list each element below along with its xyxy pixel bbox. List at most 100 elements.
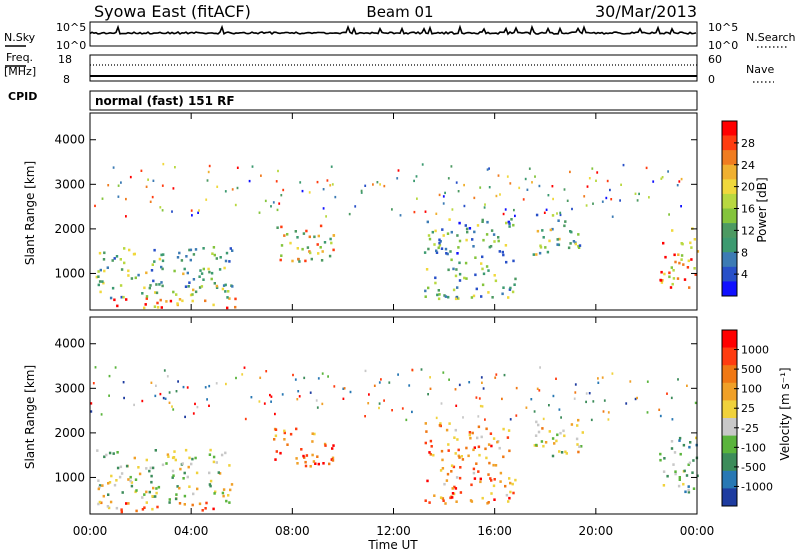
echo-cell (225, 251, 229, 255)
echo-cell (159, 298, 162, 302)
echo-cell (543, 211, 546, 214)
echo-cell (685, 474, 689, 477)
echo-cell (450, 165, 453, 168)
echo-cell (444, 295, 448, 298)
echo-cell (468, 381, 471, 384)
echo-cell (694, 273, 697, 276)
echo-cell (248, 179, 251, 183)
echo-cell (103, 455, 106, 459)
echo-cell (92, 382, 95, 385)
echo-cell (198, 286, 202, 289)
x-tick-label: 00:00 (680, 524, 715, 538)
colorbar-tick-label: -500 (741, 461, 766, 474)
echo-cell (191, 457, 194, 461)
echo-cell (120, 295, 123, 299)
echo-cell (308, 191, 311, 194)
echo-cell (228, 464, 231, 467)
echo-cell (214, 490, 217, 494)
echo-cell (688, 445, 691, 449)
echo-cell (302, 454, 305, 458)
echo-cell (354, 205, 357, 208)
echo-cell (487, 501, 490, 504)
echo-cell (620, 183, 622, 186)
echo-cell (317, 234, 320, 238)
echo-cell (622, 163, 625, 167)
echo-cell (159, 206, 162, 209)
echo-cell (200, 285, 204, 288)
echo-cell (629, 380, 632, 383)
echo-cell (492, 437, 496, 440)
echo-cell (135, 489, 138, 492)
echo-cell (229, 488, 232, 492)
echo-cell (513, 208, 515, 212)
echo-cell (202, 247, 205, 250)
echo-cell (222, 284, 226, 287)
echo-cell (114, 366, 117, 369)
echo-cell (475, 287, 478, 291)
echo-cell (481, 283, 485, 287)
echo-cell (559, 213, 562, 217)
echo-cell (296, 398, 299, 401)
echo-cell (295, 457, 298, 460)
echo-cell (158, 257, 162, 261)
echo-cell (490, 229, 494, 232)
echo-cell (690, 246, 693, 249)
echo-cell (686, 266, 690, 269)
echo-cell (147, 178, 149, 181)
colorbar-segment (722, 488, 737, 507)
echo-cell (488, 167, 490, 170)
echo-cell (688, 461, 692, 465)
echo-cell (507, 429, 511, 432)
echo-cell (592, 202, 594, 205)
echo-cell (283, 438, 286, 441)
echo-cell (445, 252, 448, 255)
echo-cell (108, 481, 112, 484)
echo-cell (532, 253, 535, 256)
echo-cell (433, 243, 436, 246)
echo-cell (549, 228, 552, 232)
echo-cell (260, 174, 262, 177)
echo-cell (187, 285, 190, 288)
echo-cell (484, 203, 486, 206)
echo-cell (577, 418, 580, 422)
echo-cell (473, 196, 476, 200)
echo-cell (444, 502, 447, 505)
echo-cell (210, 277, 213, 281)
echo-cell (564, 220, 567, 223)
echo-cell (270, 205, 272, 208)
echo-cell (294, 378, 297, 381)
echo-cell (229, 247, 232, 250)
echo-cell (457, 297, 460, 300)
echo-cell (535, 253, 538, 256)
echo-cell (137, 273, 140, 277)
echo-cell (168, 501, 171, 504)
nsky-trace (89, 24, 697, 36)
echo-cell (291, 259, 294, 263)
nsky-label: N.Sky (4, 31, 36, 44)
echo-cell (120, 472, 124, 475)
echo-cell (477, 470, 480, 473)
echo-cell (502, 212, 505, 216)
echo-cell (401, 407, 404, 410)
echo-cell (120, 508, 123, 511)
echo-cell (313, 432, 316, 436)
echo-cell (438, 293, 441, 296)
echo-cell (172, 187, 175, 190)
nsky-tick-bottom: 10^0 (56, 39, 86, 52)
echo-cell (300, 448, 303, 451)
echo-cell (475, 462, 478, 465)
echo-cell (188, 248, 191, 252)
echo-cell (316, 455, 319, 458)
echo-cell (505, 221, 508, 225)
echo-cell (150, 381, 153, 384)
echo-cell (694, 401, 697, 405)
echo-cell (103, 251, 106, 255)
echo-cell (466, 230, 469, 234)
power-panel-frame (89, 112, 698, 311)
echo-cell (481, 381, 483, 384)
echo-cell (163, 369, 166, 372)
echo-cell (157, 485, 161, 489)
echo-cell (530, 398, 533, 401)
echo-cell (145, 297, 148, 300)
echo-cell (331, 459, 335, 462)
